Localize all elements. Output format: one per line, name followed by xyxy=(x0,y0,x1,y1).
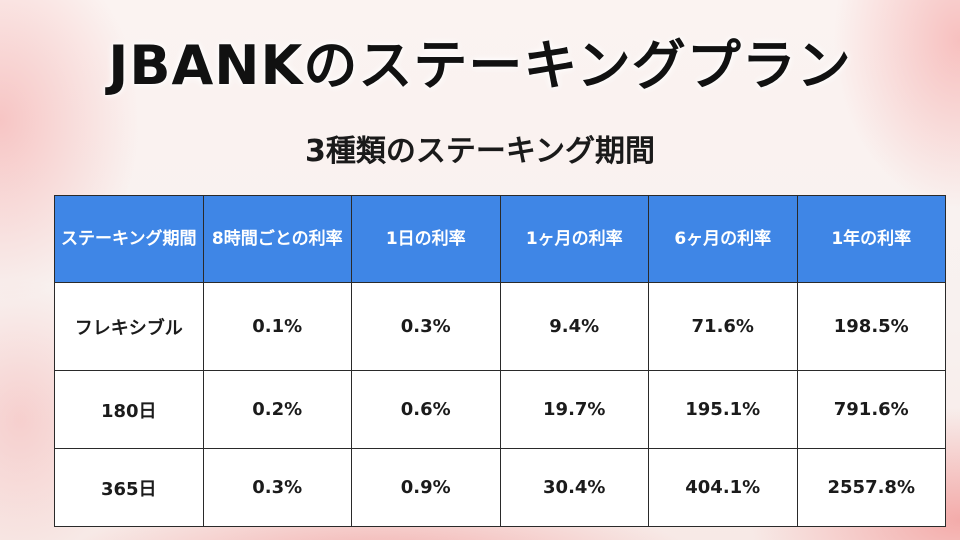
cell-period: フレキシブル xyxy=(54,282,204,371)
cell-rate-1y: 198.5% xyxy=(796,282,946,371)
cell-period: 180日 xyxy=(54,370,204,449)
cell-rate-1y: 2557.8% xyxy=(796,448,946,527)
header-rate-1d: 1日の利率 xyxy=(351,195,501,283)
cell-rate-1d: 0.3% xyxy=(351,282,501,371)
table-row: フレキシブル 0.1% 0.3% 9.4% 71.6% 198.5% xyxy=(54,282,946,371)
cell-rate-1d: 0.9% xyxy=(351,448,501,527)
cell-rate-8h: 0.2% xyxy=(202,370,352,449)
cell-rate-6m: 404.1% xyxy=(648,448,798,527)
page-subtitle: 3種類のステーキング期間 xyxy=(305,134,655,169)
page-title: JBANKのステーキングプラン xyxy=(108,34,852,97)
header-rate-1m: 1ヶ月の利率 xyxy=(499,195,649,283)
staking-plan-table: ステーキング期間 8時間ごとの利率 1日の利率 1ヶ月の利率 6ヶ月の利率 1年… xyxy=(54,195,946,527)
cell-rate-1m: 19.7% xyxy=(499,370,649,449)
table-header-row: ステーキング期間 8時間ごとの利率 1日の利率 1ヶ月の利率 6ヶ月の利率 1年… xyxy=(54,195,946,283)
table-row: 365日 0.3% 0.9% 30.4% 404.1% 2557.8% xyxy=(54,448,946,527)
header-rate-8h: 8時間ごとの利率 xyxy=(202,195,352,283)
cell-rate-8h: 0.1% xyxy=(202,282,352,371)
cell-rate-8h: 0.3% xyxy=(202,448,352,527)
cell-rate-1m: 9.4% xyxy=(499,282,649,371)
cell-period: 365日 xyxy=(54,448,204,527)
cell-rate-1y: 791.6% xyxy=(796,370,946,449)
table-row: 180日 0.2% 0.6% 19.7% 195.1% 791.6% xyxy=(54,370,946,449)
cell-rate-1m: 30.4% xyxy=(499,448,649,527)
header-rate-1y: 1年の利率 xyxy=(796,195,946,283)
header-staking-period: ステーキング期間 xyxy=(54,195,204,283)
cell-rate-6m: 71.6% xyxy=(648,282,798,371)
cell-rate-1d: 0.6% xyxy=(351,370,501,449)
header-rate-6m: 6ヶ月の利率 xyxy=(648,195,798,283)
cell-rate-6m: 195.1% xyxy=(648,370,798,449)
